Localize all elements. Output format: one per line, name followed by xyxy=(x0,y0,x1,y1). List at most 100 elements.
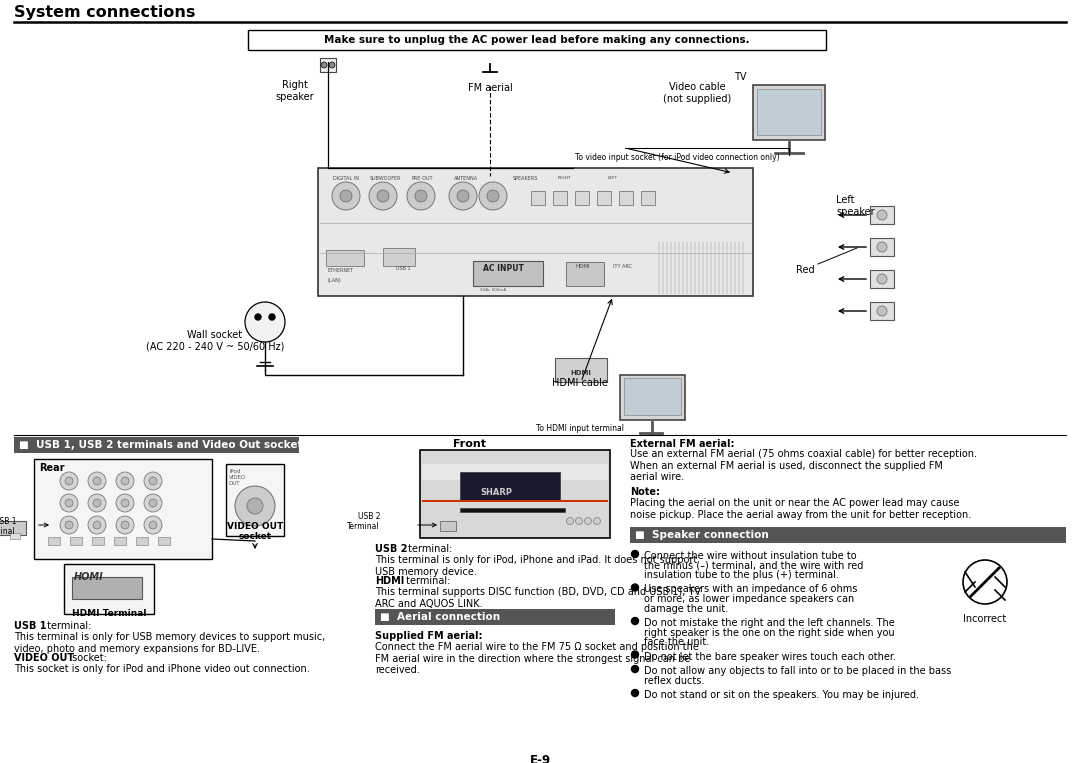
Circle shape xyxy=(877,210,887,220)
Circle shape xyxy=(121,499,129,507)
Circle shape xyxy=(332,182,360,210)
Circle shape xyxy=(487,190,499,202)
Bar xyxy=(642,191,654,205)
Text: (LAN): (LAN) xyxy=(328,278,341,283)
Text: Wall socket
(AC 220 - 240 V ~ 50/60 Hz): Wall socket (AC 220 - 240 V ~ 50/60 Hz) xyxy=(146,330,284,352)
Circle shape xyxy=(65,521,73,529)
Circle shape xyxy=(93,499,102,507)
Bar xyxy=(460,472,561,500)
Bar xyxy=(723,242,724,294)
Bar xyxy=(597,191,611,205)
Bar xyxy=(48,537,60,545)
Circle shape xyxy=(247,498,264,514)
Text: Placing the aerial on the unit or near the AC power lead may cause
noise pickup.: Placing the aerial on the unit or near t… xyxy=(630,498,971,520)
Bar xyxy=(678,242,680,294)
Text: USB 1
Terminal: USB 1 Terminal xyxy=(0,517,16,536)
Circle shape xyxy=(93,521,102,529)
Circle shape xyxy=(87,472,106,490)
Text: iPod
VIDEO
OUT: iPod VIDEO OUT xyxy=(229,469,246,485)
Bar xyxy=(92,537,104,545)
Bar xyxy=(757,89,821,135)
Bar xyxy=(706,242,708,294)
Circle shape xyxy=(377,190,389,202)
Text: Red: Red xyxy=(796,265,815,275)
Bar xyxy=(33,459,212,559)
Text: SPEAKERS: SPEAKERS xyxy=(513,176,538,181)
Text: RIGHT: RIGHT xyxy=(558,176,571,180)
Text: SVAc 500mA: SVAc 500mA xyxy=(480,288,507,292)
Bar xyxy=(70,537,82,545)
Text: HOMI: HOMI xyxy=(75,572,104,582)
Bar xyxy=(658,242,660,294)
Bar xyxy=(555,358,607,382)
Bar xyxy=(686,242,688,294)
Text: Right
speaker: Right speaker xyxy=(275,80,314,101)
Bar xyxy=(326,250,364,266)
Bar xyxy=(624,378,681,415)
Circle shape xyxy=(121,521,129,529)
Text: This terminal is only for iPod, iPhone and iPad. It does not support
USB memory : This terminal is only for iPod, iPhone a… xyxy=(375,555,698,577)
Circle shape xyxy=(149,521,157,529)
Text: the minus (–) terminal, and the wire with red: the minus (–) terminal, and the wire wit… xyxy=(644,561,863,571)
Circle shape xyxy=(255,314,261,320)
Circle shape xyxy=(235,486,275,526)
Text: Front: Front xyxy=(454,439,486,449)
Circle shape xyxy=(321,62,327,68)
Bar xyxy=(460,508,565,512)
Circle shape xyxy=(329,62,335,68)
Circle shape xyxy=(87,516,106,534)
Text: AC INPUT: AC INPUT xyxy=(483,264,524,273)
Circle shape xyxy=(116,472,134,490)
Text: This terminal is only for USB memory devices to support music,
video, photo and : This terminal is only for USB memory dev… xyxy=(14,632,325,654)
Bar xyxy=(318,168,753,296)
Circle shape xyxy=(144,516,162,534)
Text: VIDEO OUT
socket: VIDEO OUT socket xyxy=(227,522,283,541)
Bar xyxy=(553,191,567,205)
Bar xyxy=(619,191,633,205)
Bar xyxy=(420,450,610,538)
Text: insulation tube to the plus (+) terminal.: insulation tube to the plus (+) terminal… xyxy=(644,570,839,580)
Bar xyxy=(473,261,543,286)
Bar xyxy=(0,521,26,535)
Bar xyxy=(375,609,615,625)
Text: terminal:: terminal: xyxy=(403,576,450,586)
Text: TV: TV xyxy=(733,72,746,82)
Bar xyxy=(698,242,700,294)
Bar xyxy=(72,577,141,599)
Circle shape xyxy=(149,499,157,507)
Circle shape xyxy=(93,477,102,485)
Text: Use an external FM aerial (75 ohms coaxial cable) for better reception.
When an : Use an external FM aerial (75 ohms coaxi… xyxy=(630,449,977,482)
Bar xyxy=(422,464,608,480)
Text: LEFT: LEFT xyxy=(608,176,618,180)
Text: SHARP: SHARP xyxy=(480,488,512,497)
Circle shape xyxy=(87,494,106,512)
Circle shape xyxy=(632,665,638,672)
Text: Connect the wire without insulation tube to: Connect the wire without insulation tube… xyxy=(644,551,856,561)
Circle shape xyxy=(60,516,78,534)
Circle shape xyxy=(269,314,275,320)
Bar xyxy=(870,302,894,320)
Bar xyxy=(681,242,684,294)
Text: Note:: Note: xyxy=(630,487,660,497)
Text: Use speakers with an impedance of 6 ohms: Use speakers with an impedance of 6 ohms xyxy=(644,584,858,594)
Text: socket:: socket: xyxy=(69,653,107,663)
Bar xyxy=(422,500,608,502)
Circle shape xyxy=(594,517,600,524)
Bar xyxy=(690,242,692,294)
Circle shape xyxy=(144,472,162,490)
Bar xyxy=(630,527,1066,543)
Circle shape xyxy=(340,190,352,202)
Text: To video input socket (for iPod video connection only): To video input socket (for iPod video co… xyxy=(575,153,780,162)
Bar xyxy=(734,242,735,294)
Text: face the unit.: face the unit. xyxy=(644,637,710,647)
Text: Do not mistake the right and the left channels. The: Do not mistake the right and the left ch… xyxy=(644,618,894,628)
Circle shape xyxy=(65,477,73,485)
Bar xyxy=(702,242,704,294)
Bar xyxy=(531,191,545,205)
Bar xyxy=(248,30,826,50)
Text: terminal:: terminal: xyxy=(44,621,92,631)
Bar xyxy=(566,262,604,286)
Bar xyxy=(670,242,672,294)
Bar xyxy=(575,191,589,205)
Text: SUBWOOFER: SUBWOOFER xyxy=(370,176,402,181)
